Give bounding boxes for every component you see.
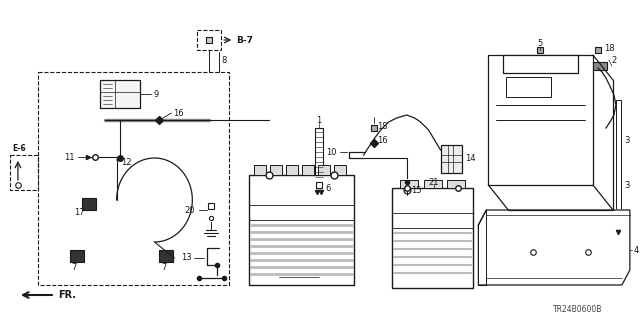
Bar bbox=[197, 30, 221, 50]
Bar bbox=[447, 180, 465, 188]
Bar bbox=[159, 250, 173, 262]
Bar bbox=[10, 155, 38, 190]
Text: 1: 1 bbox=[316, 116, 321, 124]
Bar bbox=[315, 128, 323, 183]
Text: 3: 3 bbox=[624, 135, 629, 145]
Text: 7: 7 bbox=[161, 262, 167, 271]
Text: 18: 18 bbox=[377, 122, 387, 131]
Bar bbox=[399, 180, 417, 188]
Text: 3: 3 bbox=[624, 180, 629, 189]
Bar bbox=[506, 77, 551, 97]
Text: 12: 12 bbox=[122, 157, 132, 166]
Bar bbox=[100, 80, 140, 108]
Text: 9: 9 bbox=[154, 90, 159, 99]
Text: 2: 2 bbox=[611, 55, 616, 65]
Bar bbox=[38, 72, 229, 285]
Text: 5: 5 bbox=[538, 38, 543, 47]
Text: 21: 21 bbox=[429, 178, 439, 187]
Bar bbox=[440, 145, 463, 173]
Text: 8: 8 bbox=[221, 55, 227, 65]
Text: 10: 10 bbox=[326, 148, 337, 156]
Bar bbox=[270, 165, 282, 175]
Bar bbox=[254, 165, 266, 175]
Bar bbox=[286, 165, 298, 175]
Bar bbox=[249, 175, 354, 285]
Text: 18: 18 bbox=[604, 44, 614, 52]
Bar bbox=[593, 62, 607, 70]
Text: 15: 15 bbox=[411, 186, 421, 195]
Bar bbox=[503, 55, 578, 73]
Text: 4: 4 bbox=[634, 245, 639, 254]
Text: B-7: B-7 bbox=[236, 36, 253, 44]
Text: TR24B0600B: TR24B0600B bbox=[553, 306, 602, 315]
Bar bbox=[70, 250, 84, 262]
Text: FR.: FR. bbox=[58, 290, 76, 300]
Text: 11: 11 bbox=[64, 153, 74, 162]
Bar bbox=[616, 100, 621, 230]
Bar bbox=[392, 188, 474, 288]
Text: 17: 17 bbox=[74, 207, 84, 217]
Text: 16: 16 bbox=[377, 135, 387, 145]
Bar bbox=[488, 55, 593, 185]
Text: 7: 7 bbox=[72, 262, 77, 271]
Text: 14: 14 bbox=[465, 154, 476, 163]
Bar bbox=[318, 165, 330, 175]
Text: 20: 20 bbox=[185, 205, 195, 214]
Bar bbox=[424, 180, 442, 188]
Text: 6: 6 bbox=[325, 183, 330, 193]
Text: E-6: E-6 bbox=[12, 144, 26, 153]
Text: 13: 13 bbox=[180, 253, 191, 262]
Text: 16: 16 bbox=[173, 108, 184, 117]
Bar bbox=[334, 165, 346, 175]
Bar bbox=[302, 165, 314, 175]
Polygon shape bbox=[478, 210, 630, 285]
Bar bbox=[82, 198, 95, 210]
